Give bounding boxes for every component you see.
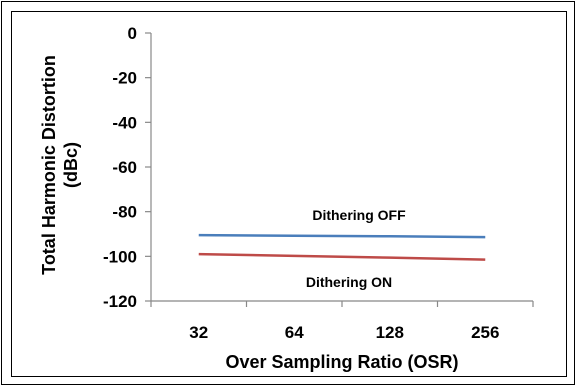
x-axis-title: Over Sampling Ratio (OSR): [225, 352, 458, 372]
y-tick-label: -40: [112, 113, 137, 132]
y-tick-label: -20: [112, 69, 137, 88]
series-group: [198, 233, 486, 261]
x-tick-label: 32: [189, 323, 208, 342]
y-tick-label: -60: [112, 158, 137, 177]
x-tick-label: 128: [376, 323, 404, 342]
x-tick-label: 256: [471, 323, 499, 342]
y-axis-title-line2: (dBc): [61, 142, 81, 188]
y-tick-label: 0: [128, 24, 137, 43]
y-tick-label: -80: [112, 203, 137, 222]
series-label: Dithering OFF: [312, 207, 406, 223]
series-label: Dithering ON: [306, 274, 392, 290]
chart-inner-frame: [11, 11, 567, 377]
y-axis-title-line1: Total Harmonic Distortion: [39, 55, 59, 275]
y-tick-label: -120: [103, 292, 137, 311]
axes-group: [145, 32, 534, 307]
series-line-dithering-on: [198, 252, 486, 261]
y-tick-label: -100: [103, 247, 137, 266]
labels-group: 0 -20 -40 -60 -80 -100 -120 32 64 128 256 Dithering…: [39, 24, 499, 372]
x-tick-label: 64: [285, 323, 304, 342]
series-line-dithering-off: [198, 233, 486, 239]
